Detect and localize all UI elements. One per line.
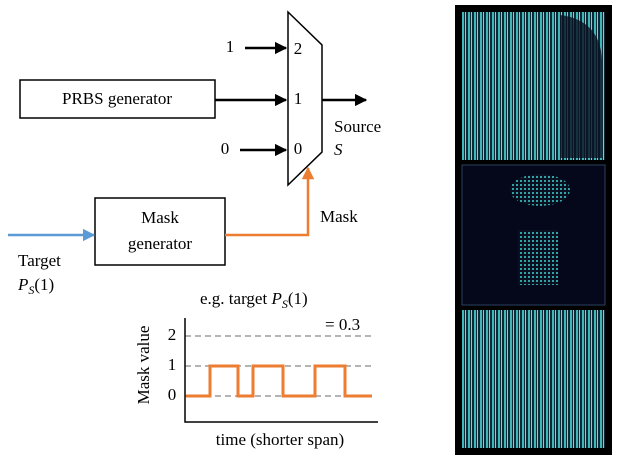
prbs-label: PRBS generator <box>62 89 172 108</box>
mask-waveform <box>186 366 372 396</box>
y-axis-label: Mask value <box>134 326 153 405</box>
sym: P <box>270 289 281 308</box>
target-symbol: PS(1) <box>17 275 54 297</box>
port-label: 2 <box>294 39 303 58</box>
annotation: e.g. target PS(1) <box>200 289 308 311</box>
mask-label: Mask <box>141 208 179 227</box>
mask-label: generator <box>128 234 193 253</box>
port-label: 1 <box>294 89 303 108</box>
mask-output-label: Mask <box>320 207 358 226</box>
target-label: Target <box>18 251 61 270</box>
cluster <box>518 230 558 285</box>
ann-text: e.g. target <box>200 289 267 308</box>
layout-image <box>455 5 612 455</box>
y-tick-label: 0 <box>168 385 177 404</box>
sym: P <box>17 275 28 294</box>
annotation-value: = 0.3 <box>325 315 360 334</box>
figure: 2 1 0 1 0 PRBS generator Source S Mask g… <box>0 0 619 460</box>
panel <box>462 310 605 448</box>
input-label: 0 <box>221 139 230 158</box>
arg: (1) <box>288 289 308 308</box>
port-label: 0 <box>294 139 303 158</box>
output-label: Source <box>334 117 381 136</box>
y-tick-label: 1 <box>168 355 177 374</box>
cluster <box>510 174 570 206</box>
y-tick-label: 2 <box>168 325 177 344</box>
arg: (1) <box>34 275 54 294</box>
x-axis-label: time (shorter span) <box>216 430 344 449</box>
input-label: 1 <box>226 37 235 56</box>
panel-shade <box>560 15 602 158</box>
output-symbol: S <box>334 140 343 159</box>
